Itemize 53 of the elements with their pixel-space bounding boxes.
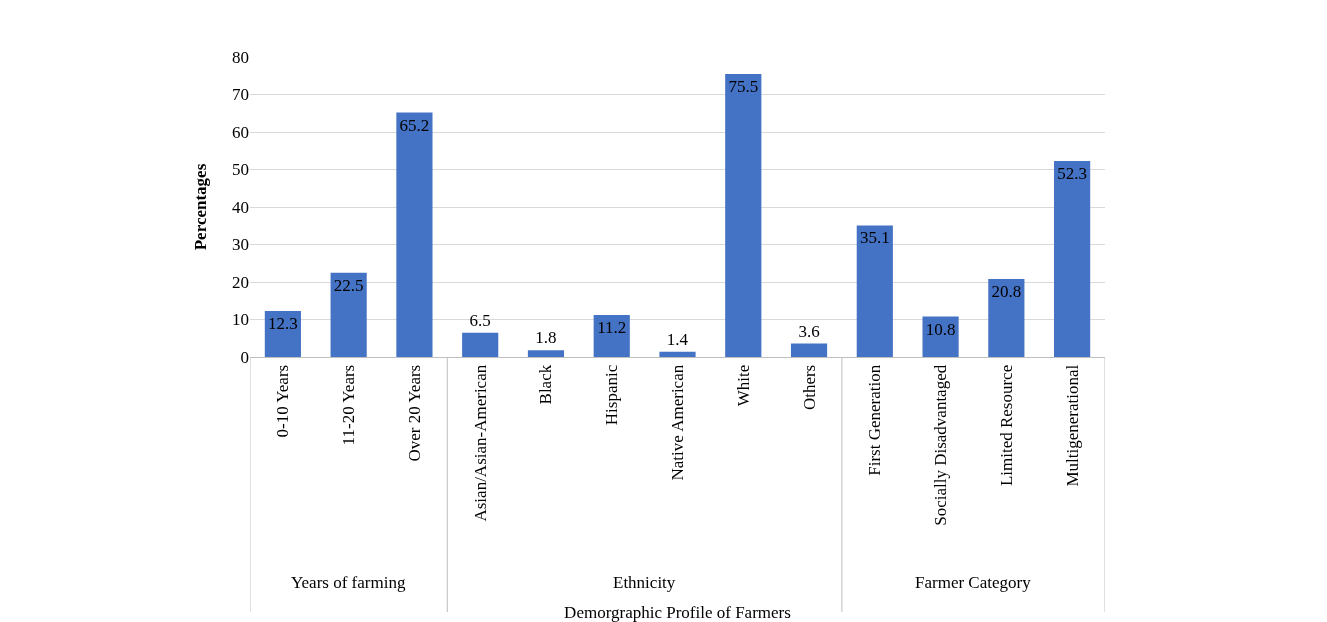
data-label: 52.3 [1057,163,1087,183]
data-label: 65.2 [399,115,430,135]
x-tick-label: Native American [668,364,688,481]
data-label: 11.2 [597,318,627,337]
y-tick-label: 30 [232,235,249,255]
x-tick-label: Multigenerational [1062,364,1082,487]
text: Years of farming [291,573,406,592]
x-tick-label: Black [536,364,556,405]
bar [264,310,301,357]
x-tick-label: Others [799,364,819,411]
x-tick-label: First Generation [865,364,885,476]
x-tick-label: Socially Disadvantaged [931,364,951,526]
bar [1054,160,1091,357]
text: Ethnicity [613,573,676,592]
bar [462,332,499,357]
bar [593,315,630,357]
x-axis-title: Demorgraphic Profile of Farmers [564,603,791,622]
data-label: 35.1 [859,228,890,248]
bar [790,343,828,357]
data-label: 10.8 [925,319,956,339]
bar [856,225,893,357]
x-tick-label: Hispanic [602,364,622,426]
data-label: 3.6 [798,321,820,341]
y-axis-title: Percentages [191,163,210,251]
bar [922,316,959,357]
y-tick-label: 0 [240,347,249,367]
bar [725,73,762,357]
x-tick-label: 0-10 Years [273,364,293,438]
data-label: 1.4 [666,329,689,349]
data-label: 22.5 [333,275,364,295]
data-label: 12.3 [268,313,298,333]
y-tick-label: 80 [232,47,249,67]
y-tick-label: 60 [232,122,249,142]
bar [527,350,565,357]
x-tick-label: 11-20 Years [339,364,359,446]
data-label: 6.5 [469,310,491,330]
y-tick-label: 50 [232,160,249,180]
data-label: 20.8 [991,282,1022,301]
x-tick-label: Asian/Asian-American [470,364,490,522]
x-tick-label: Over 20 Years [404,364,424,462]
data-label: 1.8 [535,328,557,348]
bar [330,272,367,357]
x-tick-label: Limited Resource [996,364,1016,487]
x-tick-label: White [733,364,753,407]
data-label: 75.5 [728,76,759,96]
y-tick-label: 70 [232,85,249,105]
text: Farmer Category [915,573,1032,592]
y-tick-label: 20 [232,272,249,292]
bar [988,279,1025,357]
bar [659,351,696,357]
y-tick-label: 10 [232,310,249,330]
bar [396,112,433,357]
y-tick-label: 40 [232,197,249,217]
